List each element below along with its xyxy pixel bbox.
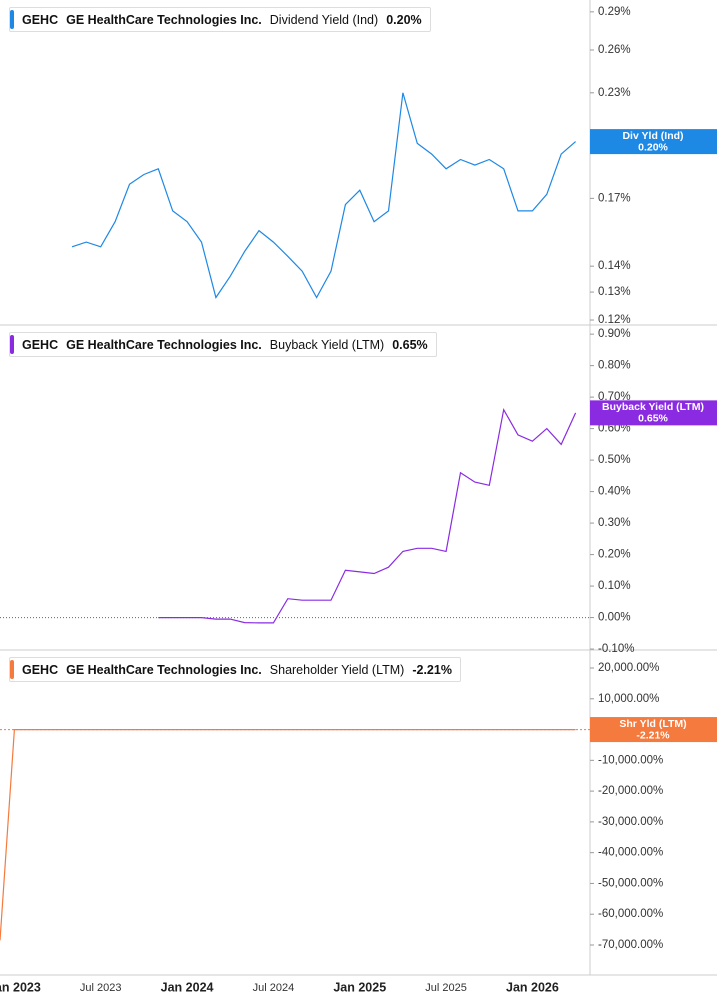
y-tick-label: -10,000.00% <box>598 754 663 766</box>
y-tick-label: 0.29% <box>598 6 631 18</box>
company: GE HealthCare Technologies Inc. <box>66 662 262 677</box>
y-tick-label: 0.12% <box>598 314 631 326</box>
x-tick-label: Jul 2024 <box>253 982 295 994</box>
y-tick-label: 10,000.00% <box>598 693 659 705</box>
y-tick-label: 0.00% <box>598 612 631 624</box>
value-tag-name: Shr Yld (LTM) <box>619 718 686 730</box>
ticker: GEHC <box>22 337 59 352</box>
value-tag-value: 0.20% <box>638 141 668 153</box>
y-tick-label: 0.80% <box>598 360 631 372</box>
y-tick-label: -70,000.00% <box>598 939 663 951</box>
y-tick-label: 0.40% <box>598 486 631 498</box>
current-value: 0.20% <box>386 12 422 27</box>
series-header: GEHC GE HealthCare Technologies Inc. Share… <box>9 657 461 682</box>
ticker: GEHC <box>22 12 59 27</box>
value-tag-name: Div Yld (Ind) <box>622 130 683 142</box>
x-tick-label: Jan 2025 <box>333 980 386 994</box>
y-tick-label: 0.13% <box>598 286 631 298</box>
y-tick-label: -40,000.00% <box>598 847 663 859</box>
x-tick-label: Jan 2024 <box>161 980 214 994</box>
series-line <box>158 407 577 624</box>
ticker: GEHC <box>22 662 59 677</box>
header-color-bar <box>10 10 14 29</box>
series-name: Shareholder Yield (LTM) <box>269 662 405 677</box>
y-tick-label: 0.20% <box>598 549 631 561</box>
header-color-bar <box>10 335 14 354</box>
series-line <box>0 729 576 941</box>
current-value: 0.65% <box>392 337 428 352</box>
series-name: Dividend Yield (Ind) <box>269 12 379 27</box>
value-tag <box>590 717 717 743</box>
header-color-bar <box>10 660 14 679</box>
value-tag-name: Buyback Yield (LTM) <box>602 401 704 413</box>
y-tick-label: -30,000.00% <box>598 816 663 828</box>
y-tick-label: 0.60% <box>598 423 631 435</box>
series-line <box>71 92 576 299</box>
x-tick-label: Jan 2026 <box>506 980 559 994</box>
company: GE HealthCare Technologies Inc. <box>66 337 262 352</box>
y-tick-label: 0.50% <box>598 454 631 466</box>
y-tick-label: 0.90% <box>598 328 631 340</box>
current-value: -2.21% <box>412 662 452 677</box>
value-tag <box>590 129 717 155</box>
x-tick-label: Jul 2023 <box>80 982 122 994</box>
y-tick-label: -0.10% <box>598 643 634 655</box>
series-name: Buyback Yield (LTM) <box>269 337 385 352</box>
y-tick-label: 0.10% <box>598 580 631 592</box>
value-tag <box>590 400 717 426</box>
series-header: GEHC GE HealthCare Technologies Inc. Divid… <box>9 7 431 32</box>
y-tick-label: -50,000.00% <box>598 877 663 889</box>
y-tick-label: -20,000.00% <box>598 785 663 797</box>
y-tick-label: 0.23% <box>598 87 631 99</box>
series-header: GEHC GE HealthCare Technologies Inc. Buyba… <box>9 332 437 357</box>
y-tick-label: 0.17% <box>598 192 631 204</box>
x-tick-label: Jan 2023 <box>0 980 41 994</box>
y-tick-label: 0.14% <box>598 260 631 272</box>
y-tick-label: 0.70% <box>598 391 631 403</box>
value-tag-value: 0.65% <box>638 413 668 425</box>
y-tick-label: 0.26% <box>598 44 631 56</box>
value-tag-value: -2.21% <box>636 729 670 741</box>
x-tick-label: Jul 2025 <box>425 982 467 994</box>
y-tick-label: 0.30% <box>598 517 631 529</box>
y-tick-label: -60,000.00% <box>598 908 663 920</box>
company: GE HealthCare Technologies Inc. <box>66 12 262 27</box>
y-tick-label: 20,000.00% <box>598 662 659 674</box>
